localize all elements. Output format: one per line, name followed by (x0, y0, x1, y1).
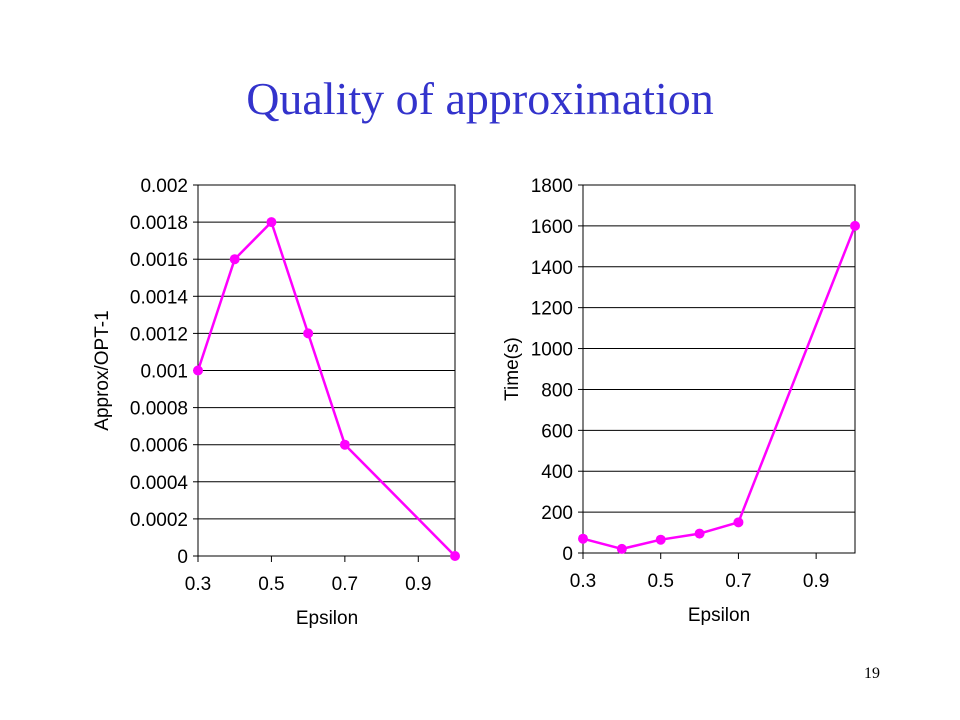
y-tick-label: 0.0008 (130, 399, 188, 420)
x-axis-label: Epsilon (296, 608, 358, 629)
y-axis-label: Approx/OPT-1 (92, 310, 113, 430)
y-tick-label: 200 (541, 503, 573, 524)
data-point (450, 551, 460, 561)
data-point (850, 220, 860, 231)
data-point (733, 517, 744, 528)
x-axis-label: Epsilon (688, 605, 750, 626)
data-point (578, 533, 588, 544)
x-tick-label: 0.3 (185, 574, 211, 595)
x-tick-label: 0.5 (648, 571, 674, 592)
x-tick-label: 0.9 (405, 574, 431, 595)
x-tick-label: 0.5 (258, 574, 284, 595)
data-point (303, 328, 314, 339)
y-tick-label: 0.002 (140, 176, 188, 197)
x-tick-label: 0.9 (803, 571, 829, 592)
x-tick-label: 0.7 (725, 571, 751, 592)
x-tick-label: 0.7 (332, 574, 358, 595)
y-tick-label: 0 (177, 547, 188, 568)
data-point (616, 543, 627, 554)
y-tick-label: 0.0016 (130, 250, 188, 271)
series-line (582, 225, 857, 551)
y-axis-label: Time(s) (502, 337, 523, 401)
y-tick-label: 1200 (531, 299, 573, 320)
y-tick-label: 1600 (531, 217, 573, 238)
data-point (266, 217, 277, 228)
data-point (339, 439, 350, 450)
data-point (229, 254, 240, 265)
x-tick-label: 0.3 (570, 571, 596, 592)
y-tick-label: 0.0012 (130, 324, 188, 345)
y-tick-label: 0.001 (140, 362, 188, 383)
slide-title: Quality of approximation (246, 73, 714, 124)
data-point (193, 365, 203, 376)
y-tick-label: 1400 (531, 258, 573, 279)
y-tick-label: 0.0006 (130, 436, 188, 457)
series-line (196, 220, 456, 557)
y-tick-label: 1000 (531, 340, 573, 361)
y-tick-label: 600 (541, 421, 573, 442)
y-tick-label: 0 (562, 544, 573, 565)
y-tick-label: 800 (541, 380, 573, 401)
y-tick-label: 0.0002 (130, 510, 188, 531)
page-number: 19 (864, 665, 880, 682)
y-tick-label: 0.0004 (130, 473, 189, 494)
data-point (694, 528, 705, 539)
y-tick-label: 1800 (531, 176, 573, 197)
y-tick-label: 400 (541, 462, 573, 483)
plot-area (582, 184, 856, 554)
y-tick-label: 0.0014 (130, 287, 189, 308)
data-point (655, 534, 666, 545)
y-tick-label: 0.0018 (130, 213, 188, 234)
